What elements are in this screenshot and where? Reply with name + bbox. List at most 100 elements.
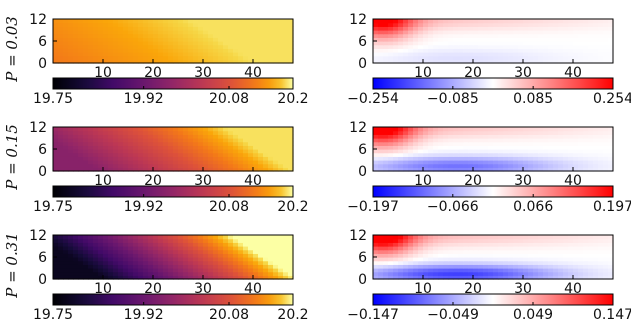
heatmap-cell <box>173 138 179 143</box>
heatmap-cell <box>263 275 269 280</box>
heatmap-cell <box>103 163 109 168</box>
heatmap-cell <box>488 275 494 280</box>
heatmap-cell <box>488 160 494 165</box>
heatmap-cell <box>553 260 559 265</box>
heatmap-cell <box>233 19 239 24</box>
heatmap-cell <box>253 59 259 64</box>
heatmap-cell <box>103 253 109 258</box>
heatmap-cell <box>508 242 514 247</box>
heatmap-cell <box>123 19 129 24</box>
heatmap-cell <box>508 268 514 273</box>
heatmap-cell <box>403 59 409 64</box>
heatmap-cell <box>378 52 384 57</box>
heatmap-cell <box>113 59 119 64</box>
heatmap-cell <box>153 268 159 273</box>
heatmap-cell <box>438 138 444 143</box>
heatmap-cell <box>68 246 74 251</box>
heatmap-cell <box>543 22 549 27</box>
heatmap-cell <box>438 41 444 46</box>
heatmap-cell <box>148 163 154 168</box>
heatmap-cell <box>493 22 499 27</box>
heatmap-cell <box>433 249 439 254</box>
heatmap-cell <box>378 141 384 146</box>
heatmap-cell <box>248 130 254 135</box>
heatmap-cell <box>433 55 439 60</box>
heatmap-cell <box>98 19 104 24</box>
heatmap-cell <box>158 48 164 53</box>
colorbar <box>52 185 294 198</box>
heatmap-cell <box>258 55 264 60</box>
heatmap-cell <box>63 145 69 150</box>
heatmap-cell <box>268 242 274 247</box>
heatmap-cell <box>568 37 574 42</box>
heatmap-cell <box>243 242 249 247</box>
heatmap-cell <box>388 249 394 254</box>
heatmap-cell <box>453 134 459 139</box>
heatmap-cell <box>273 145 279 150</box>
heatmap-cell <box>138 149 144 154</box>
heatmap-cell <box>588 19 594 24</box>
heatmap-cell <box>463 163 469 168</box>
heatmap-cell <box>68 52 74 57</box>
heatmap-cell <box>148 271 154 276</box>
heatmap-cell <box>148 242 154 247</box>
heatmap-cell <box>598 271 604 276</box>
heatmap-cell <box>448 167 454 172</box>
heatmap-cell <box>563 235 569 240</box>
heatmap-cell <box>573 271 579 276</box>
heatmap-cell <box>548 138 554 143</box>
heatmap-cell <box>473 48 479 53</box>
heatmap-cell <box>218 22 224 27</box>
heatmap-cell <box>383 22 389 27</box>
heatmap-cell <box>138 55 144 60</box>
heatmap-cell <box>428 19 434 24</box>
heatmap-cell <box>428 257 434 262</box>
heatmap-cell <box>408 145 414 150</box>
heatmap-cell <box>268 156 274 161</box>
heatmap-cell <box>228 48 234 53</box>
heatmap-cell <box>98 275 104 280</box>
heatmap-cell <box>433 44 439 49</box>
heatmap-cell <box>273 141 279 146</box>
heatmap-cell <box>523 275 529 280</box>
heatmap-cell <box>563 271 569 276</box>
heatmap-cell <box>528 130 534 135</box>
heatmap-cell <box>433 141 439 146</box>
heatmap-cell <box>78 52 84 57</box>
heatmap-cell <box>413 260 419 265</box>
heatmap-cell <box>148 160 154 165</box>
heatmap-cell <box>143 268 149 273</box>
heatmap-cell <box>168 22 174 27</box>
heatmap-cell <box>373 238 379 243</box>
heatmap-cell <box>163 59 169 64</box>
heatmap-cell <box>393 141 399 146</box>
heatmap-cell <box>403 138 409 143</box>
heatmap-cell <box>448 268 454 273</box>
heatmap-cell <box>228 152 234 157</box>
heatmap-cell <box>203 30 209 35</box>
heatmap-cell <box>468 268 474 273</box>
heatmap-cell <box>483 167 489 172</box>
heatmap-cell <box>548 238 554 243</box>
heatmap-cell <box>458 52 464 57</box>
heatmap-cell <box>278 44 284 49</box>
heatmap-cell <box>213 163 219 168</box>
heatmap-cell <box>498 59 504 64</box>
heatmap-cell <box>93 160 99 165</box>
heatmap-cell <box>288 152 294 157</box>
heatmap-cell <box>573 253 579 258</box>
heatmap-cell <box>163 163 169 168</box>
heatmap-cell <box>408 127 414 132</box>
heatmap-cell <box>468 44 474 49</box>
heatmap-cell <box>228 130 234 135</box>
heatmap-cell <box>268 249 274 254</box>
heatmap-cell <box>473 257 479 262</box>
heatmap-cell <box>518 242 524 247</box>
heatmap-cell <box>133 167 139 172</box>
heatmap-cell <box>193 55 199 60</box>
heatmap-cell <box>463 127 469 132</box>
heatmap-cell <box>258 160 264 165</box>
heatmap-cell <box>178 253 184 258</box>
heatmap-cell <box>458 59 464 64</box>
heatmap-cell <box>458 242 464 247</box>
